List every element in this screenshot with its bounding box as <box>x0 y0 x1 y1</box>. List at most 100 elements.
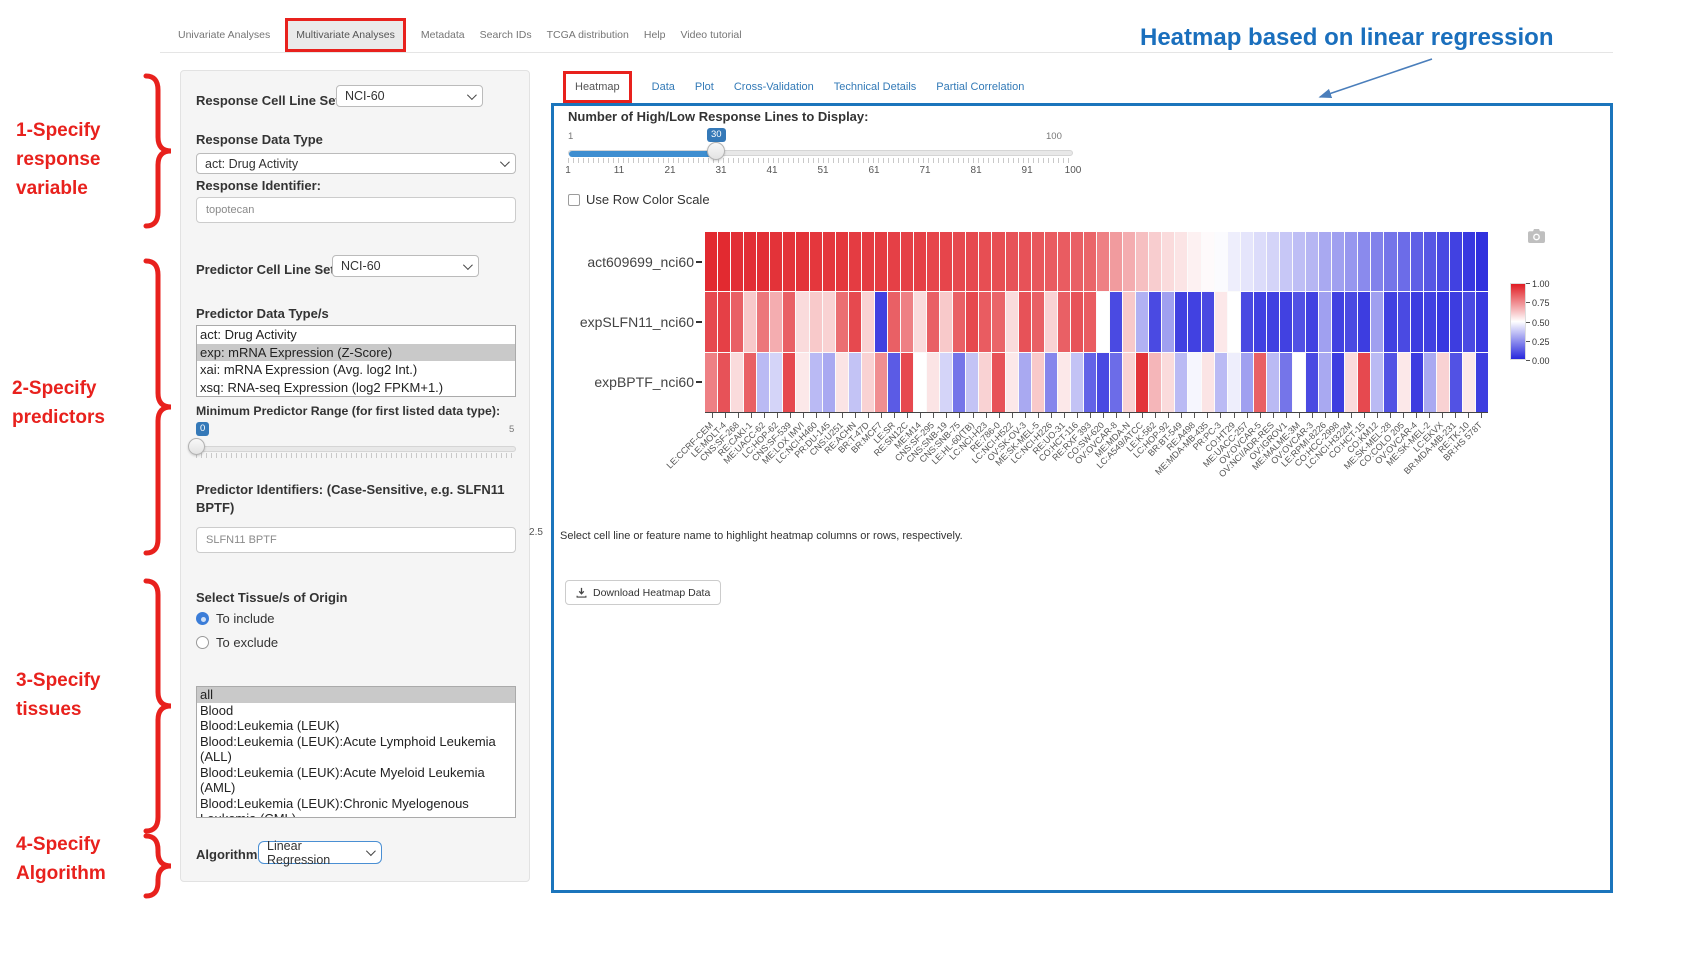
heatmap-cell[interactable] <box>1436 232 1449 292</box>
heatmap-cell[interactable] <box>1397 352 1410 412</box>
heatmap-cell[interactable] <box>887 292 900 352</box>
heatmap-cell[interactable] <box>1292 232 1306 292</box>
heatmap-cell[interactable] <box>1031 352 1044 412</box>
heatmap-cell[interactable] <box>1397 232 1410 292</box>
heatmap-cell[interactable] <box>1423 232 1436 292</box>
predictor-data-types-listbox[interactable]: act: Drug Activity exp: mRNA Expression (… <box>196 325 516 397</box>
response-cell-line-set-select[interactable]: NCI-60 <box>336 85 483 107</box>
heatmap-cell[interactable] <box>1162 352 1175 412</box>
heatmap-cell[interactable] <box>1123 292 1136 352</box>
heatmap-cell[interactable] <box>953 232 966 292</box>
heatmap-cell[interactable] <box>914 352 927 412</box>
heatmap-cell[interactable] <box>1279 232 1292 292</box>
heatmap-cell[interactable] <box>1057 292 1070 352</box>
heatmap-cell[interactable] <box>1149 292 1162 352</box>
heatmap-cell[interactable] <box>1083 352 1096 412</box>
heatmap-cell[interactable] <box>1044 352 1057 412</box>
heatmap-cell[interactable] <box>1162 232 1175 292</box>
heatmap-cell[interactable] <box>1266 292 1279 352</box>
predictor-data-type-option[interactable]: xsq: RNA-seq Expression (log2 FPKM+1.) <box>200 379 444 395</box>
heatmap-cell[interactable] <box>1227 292 1240 352</box>
tab-cross-validation[interactable]: Cross-Validation <box>733 81 814 93</box>
heatmap-grid[interactable] <box>705 232 1488 412</box>
heatmap-cell[interactable] <box>914 292 927 352</box>
response-lines-slider-handle[interactable] <box>707 142 725 160</box>
heatmap-cell[interactable] <box>1371 292 1384 352</box>
heatmap-cell[interactable] <box>1214 232 1227 292</box>
heatmap-cell[interactable] <box>822 292 835 352</box>
heatmap-cell[interactable] <box>1057 352 1070 412</box>
heatmap-cell[interactable] <box>1110 232 1123 292</box>
nav-item-metadata[interactable]: Metadata <box>420 29 465 41</box>
camera-icon[interactable] <box>1528 229 1545 243</box>
heatmap-cell[interactable] <box>1332 292 1345 352</box>
heatmap-cell[interactable] <box>1123 232 1136 292</box>
heatmap-cell[interactable] <box>1332 232 1345 292</box>
tissue-include-radio[interactable]: To include <box>196 611 275 626</box>
heatmap-cell[interactable] <box>770 232 783 292</box>
tab-partial-correlation[interactable]: Partial Correlation <box>936 81 1025 93</box>
nav-item-search-ids[interactable]: Search IDs <box>479 29 532 41</box>
heatmap-row-label[interactable]: expBPTF_nci60 <box>594 374 694 390</box>
heatmap-cell[interactable] <box>1462 352 1475 412</box>
heatmap-cell[interactable] <box>940 232 953 292</box>
heatmap-cell[interactable] <box>1306 232 1319 292</box>
heatmap-cell[interactable] <box>992 292 1005 352</box>
heatmap-cell[interactable] <box>1266 352 1279 412</box>
heatmap-cell[interactable] <box>835 292 848 352</box>
heatmap-cell[interactable] <box>1201 232 1214 292</box>
predictor-data-type-option[interactable]: xai: mRNA Expression (Avg. log2 Int.) <box>200 362 418 377</box>
tab-technical-details[interactable]: Technical Details <box>833 81 917 93</box>
tissue-option[interactable]: Blood:Leukemia (LEUK):Acute Lymphoid Leu… <box>200 733 496 765</box>
heatmap-cell[interactable] <box>1306 352 1319 412</box>
heatmap-cell[interactable] <box>1279 292 1292 352</box>
heatmap-cell[interactable] <box>822 352 835 412</box>
heatmap-cell[interactable] <box>1240 292 1253 352</box>
heatmap-cell[interactable] <box>718 232 731 292</box>
heatmap-cell[interactable] <box>809 292 822 352</box>
heatmap-cell[interactable] <box>966 232 979 292</box>
heatmap-cell[interactable] <box>1031 232 1044 292</box>
heatmap-cell[interactable] <box>1410 232 1423 292</box>
heatmap-cell[interactable] <box>705 232 718 292</box>
tissue-exclude-radio[interactable]: To exclude <box>196 635 278 650</box>
heatmap-cell[interactable] <box>1005 352 1018 412</box>
heatmap-cell[interactable] <box>809 232 822 292</box>
heatmap-cell[interactable] <box>900 292 914 352</box>
heatmap-cell[interactable] <box>1423 352 1436 412</box>
heatmap-cell[interactable] <box>1096 352 1110 412</box>
heatmap-cell[interactable] <box>927 292 940 352</box>
heatmap-cell[interactable] <box>757 352 770 412</box>
use-row-color-scale-checkbox[interactable]: Use Row Color Scale <box>568 192 710 207</box>
heatmap-cell[interactable] <box>783 232 796 292</box>
heatmap-cell[interactable] <box>1462 292 1475 352</box>
heatmap-cell[interactable] <box>1149 232 1162 292</box>
heatmap-cell[interactable] <box>1188 352 1201 412</box>
heatmap-cell[interactable] <box>1410 292 1423 352</box>
heatmap-cell[interactable] <box>1136 232 1149 292</box>
heatmap-cell[interactable] <box>861 292 874 352</box>
nav-item-multivariate-analyses[interactable]: Multivariate Analyses <box>285 18 406 52</box>
heatmap-cell[interactable] <box>1449 352 1462 412</box>
heatmap-cell[interactable] <box>1358 292 1371 352</box>
heatmap-cell[interactable] <box>1070 232 1083 292</box>
heatmap-cell[interactable] <box>1371 232 1384 292</box>
heatmap-cell[interactable] <box>887 232 900 292</box>
heatmap-cell[interactable] <box>1253 352 1266 412</box>
heatmap-cell[interactable] <box>914 232 927 292</box>
heatmap-cell[interactable] <box>861 352 874 412</box>
tissue-option[interactable]: Blood:Leukemia (LEUK):Acute Myeloid Leuk… <box>200 764 485 796</box>
heatmap-cell[interactable] <box>979 352 992 412</box>
download-heatmap-data-button[interactable]: Download Heatmap Data <box>565 580 722 605</box>
heatmap-cell[interactable] <box>796 232 809 292</box>
nav-item-help[interactable]: Help <box>643 29 666 41</box>
heatmap-cell[interactable] <box>1110 352 1123 412</box>
nav-item-tcga-distribution[interactable]: TCGA distribution <box>546 29 629 41</box>
heatmap-cell[interactable] <box>1110 292 1123 352</box>
heatmap-cell[interactable] <box>1175 352 1188 412</box>
heatmap-cell[interactable] <box>731 232 744 292</box>
heatmap-cell[interactable] <box>1319 292 1332 352</box>
heatmap-cell[interactable] <box>1227 232 1240 292</box>
heatmap-cell[interactable] <box>783 352 796 412</box>
heatmap-cell[interactable] <box>705 352 718 412</box>
